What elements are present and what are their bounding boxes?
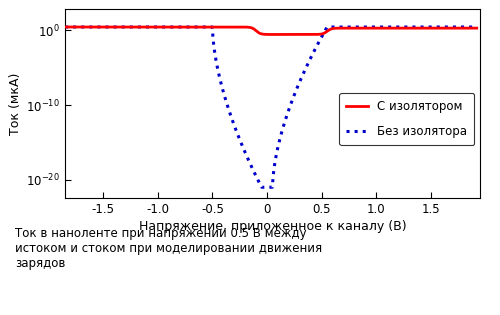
Text: Ток в наноленте при напряжении 0.5 В между
истоком и стоком при моделировании дв: Ток в наноленте при напряжении 0.5 В меж…	[15, 227, 322, 270]
X-axis label: Напряжение, приложенное к каналу (В): Напряжение, приложенное к каналу (В)	[138, 220, 406, 233]
Y-axis label: Ток (мкА): Ток (мкА)	[9, 73, 22, 135]
Legend: С изолятором, Без изолятора: С изолятором, Без изолятора	[339, 93, 474, 145]
